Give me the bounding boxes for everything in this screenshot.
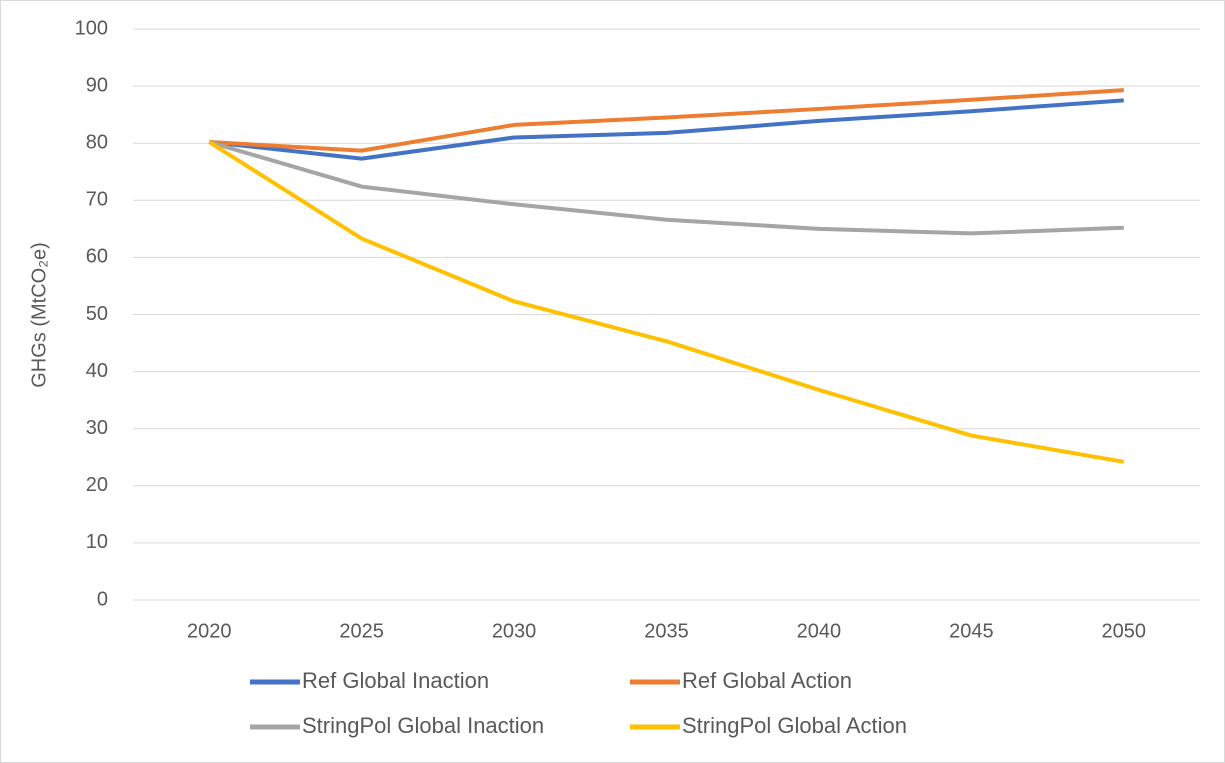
legend-label: StringPol Global Action — [682, 713, 907, 738]
series-line — [208, 140, 1125, 464]
legend-label: Ref Global Inaction — [302, 668, 489, 693]
y-tick-label: 10 — [86, 531, 108, 553]
legend-label: StringPol Global Inaction — [302, 713, 544, 738]
y-tick-label: 90 — [86, 74, 108, 96]
x-tick-label: 2030 — [492, 620, 537, 642]
x-tick-label: 2045 — [949, 620, 994, 642]
x-tick-label: 2035 — [644, 620, 689, 642]
series-line — [208, 140, 1124, 236]
y-axis-label: GHGs (MtCO₂e) — [28, 242, 50, 388]
legend-label: Ref Global Action — [682, 668, 852, 693]
x-tick-label: 2050 — [1102, 620, 1147, 642]
y-tick-label: 0 — [97, 588, 108, 610]
x-tick-label: 2025 — [339, 620, 384, 642]
y-tick-label: 100 — [75, 17, 108, 39]
y-tick-label: 30 — [86, 417, 108, 439]
series-line — [209, 88, 1124, 153]
series-line — [208, 98, 1124, 161]
y-tick-label: 70 — [86, 189, 108, 211]
y-tick-label: 80 — [86, 131, 108, 153]
x-tick-label: 2020 — [187, 620, 232, 642]
y-tick-label: 60 — [86, 246, 108, 268]
y-tick-label: 20 — [86, 474, 108, 496]
y-tick-label: 50 — [86, 303, 108, 325]
x-tick-label: 2040 — [797, 620, 842, 642]
y-tick-label: 40 — [86, 360, 108, 382]
